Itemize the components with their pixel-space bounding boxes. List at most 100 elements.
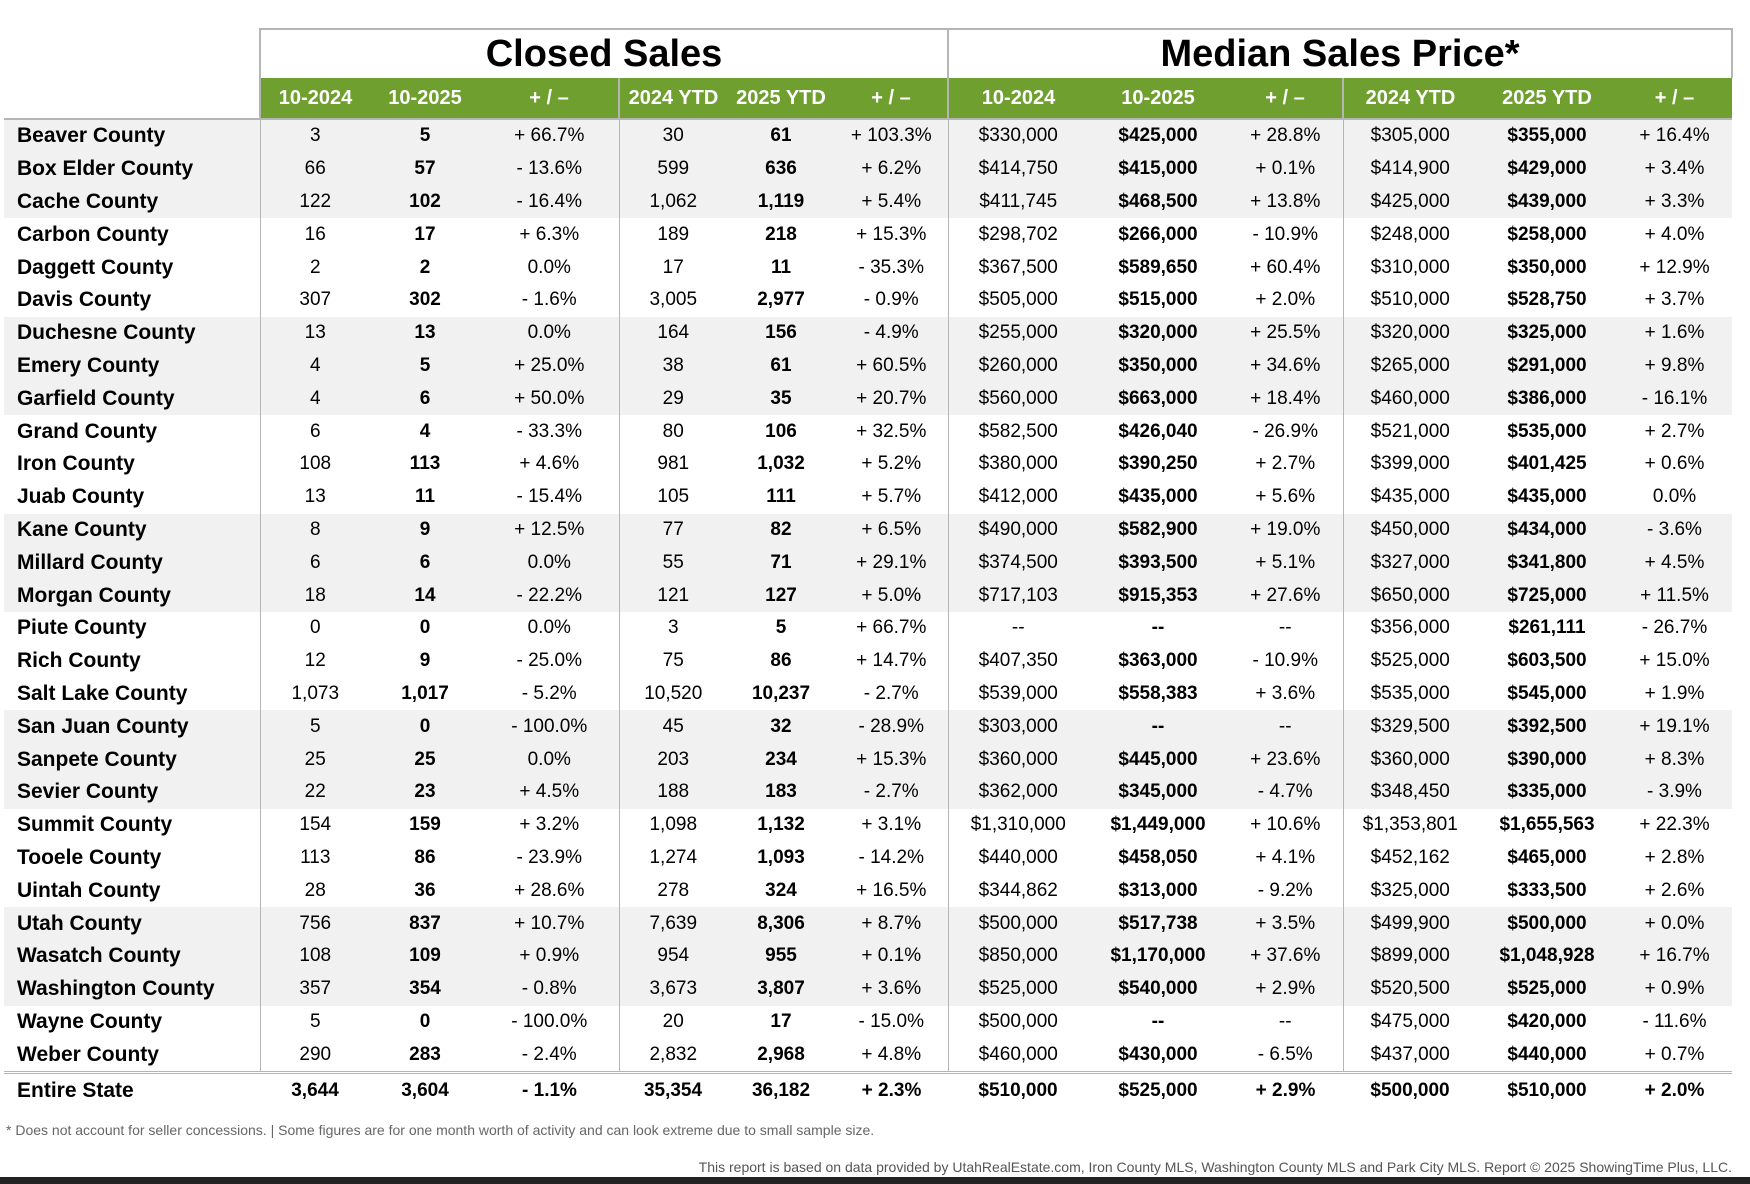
cell: 35: [727, 382, 835, 416]
table-row: Summit County 154 159 + 3.2% 1,098 1,132 + 3.1…: [4, 808, 1732, 842]
table-row: Salt Lake County 1,073 1,017 - 5.2% 10,520 10…: [4, 677, 1732, 711]
table-row: San Juan County 5 0- 100.0% 45 32- 28.9% $303…: [4, 710, 1732, 744]
cell: $545,000: [1507, 682, 1587, 704]
table-row: Rich County 12 9 - 25.0% 75 86 + 14.7% $407,350…: [4, 644, 1732, 678]
cell: + 2.3%: [835, 1071, 948, 1109]
cell: - 2.7%: [863, 682, 919, 704]
table-row: Emery County 4 5 + 25.0% 38 61 + 60.5% $260,000…: [4, 349, 1732, 383]
cell: 13: [370, 316, 480, 350]
cell: $291,000: [1477, 349, 1617, 383]
table-row: Beaver County 3 5 + 66.7% 30 61 + 103.3% $330,0…: [4, 119, 1732, 153]
cell: $1,170,000: [1088, 939, 1228, 973]
cell: $411,745: [947, 185, 1088, 219]
county-name: Piute County: [17, 616, 147, 640]
cell: 5: [259, 710, 370, 744]
cell: + 2.7%: [1644, 420, 1705, 442]
cell: 636: [727, 152, 835, 186]
cell: $435,000: [1118, 486, 1198, 508]
cell: $325,000: [1477, 316, 1617, 350]
cell: $450,000: [1342, 513, 1477, 547]
cell: - 4.7%: [1228, 775, 1343, 809]
cell: 6: [370, 382, 480, 416]
cell: + 8.7%: [835, 907, 948, 940]
cell: - 26.7%: [1641, 617, 1708, 639]
cell: 108: [259, 447, 370, 481]
county-name: Weber County: [17, 1042, 159, 1066]
cell: 86: [770, 650, 792, 672]
table-row: Sanpete County 25 25 0.0% 203 234 + 15.3% $360,…: [4, 743, 1732, 776]
cell: + 11.5%: [1617, 579, 1732, 612]
cell: $392,500: [1477, 710, 1617, 744]
cell: 14: [370, 579, 480, 612]
cell: 55: [618, 546, 727, 580]
cell: $458,050: [1118, 846, 1198, 868]
cell: - 5.2%: [521, 682, 577, 704]
cell: 36,182: [727, 1071, 835, 1109]
cell: $475,000: [1342, 1005, 1477, 1039]
cell: $401,425: [1507, 453, 1587, 475]
cell: + 2.9%: [1228, 1071, 1343, 1109]
cell: $440,000: [947, 841, 1088, 875]
cell: 61: [727, 119, 835, 153]
county-name: Summit County: [17, 813, 173, 837]
cell: + 3.5%: [1228, 907, 1343, 940]
cell: $1,048,928: [1477, 939, 1617, 973]
cell: + 60.4%: [1250, 256, 1321, 278]
cell: 3: [259, 119, 370, 153]
cell: $390,000: [1477, 743, 1617, 776]
cell: $915,353: [1088, 579, 1228, 612]
column-header: + / –: [1617, 78, 1732, 120]
cell: + 14.7%: [856, 650, 927, 672]
cell: $430,000: [1118, 1043, 1198, 1065]
cell: 108: [259, 939, 370, 973]
table-row: Box Elder County 66 57- 13.6% 599 636 + 6.2% $…: [4, 152, 1732, 186]
cell: - 2.7%: [835, 775, 948, 809]
cell: + 13.8%: [1228, 185, 1343, 219]
cell: 283: [409, 1043, 441, 1065]
cell: + 60.5%: [835, 349, 948, 383]
cell: 218: [765, 223, 797, 245]
cell: $420,000: [1507, 1010, 1587, 1032]
column-header: + / –: [480, 78, 619, 120]
county-sales-table: Closed Sales Median Sales Price* 10-2024…: [4, 28, 1733, 1109]
cell: 23: [370, 775, 480, 809]
cell: --: [1278, 617, 1292, 639]
cell: $335,000: [1477, 775, 1617, 809]
cell: 25: [370, 743, 480, 776]
county-name: Wasatch County: [4, 939, 260, 973]
cell: + 3.6%: [1255, 682, 1316, 704]
cell: $320,000: [1342, 316, 1477, 350]
cell: $393,500: [1088, 546, 1228, 580]
cell: $582,900: [1088, 513, 1228, 547]
cell: + 15.0%: [1639, 650, 1710, 672]
cell: $333,500: [1507, 879, 1587, 901]
cell: + 0.9%: [1617, 972, 1732, 1006]
county-name: San Juan County: [4, 710, 260, 744]
cell: 5: [259, 1005, 370, 1039]
cell: 4: [259, 349, 370, 383]
county-name: Cache County: [4, 185, 260, 219]
cell: $440,000: [1507, 1043, 1587, 1065]
cell: + 5.7%: [861, 486, 922, 508]
cell: 183: [727, 775, 835, 809]
cell: + 28.8%: [1228, 119, 1343, 153]
cell: 2,968: [757, 1043, 805, 1065]
cell: + 15.3%: [835, 743, 948, 776]
cell: $367,500: [947, 251, 1088, 284]
column-header: 2024 YTD: [1342, 78, 1477, 120]
cell: $344,862: [947, 874, 1088, 908]
source-note: This report is based on data provided by…: [698, 1159, 1732, 1175]
corner-blank: [4, 78, 260, 120]
county-name: Kane County: [4, 513, 260, 547]
table-row: Tooele County 113 86 - 23.9% 1,274 1,093 - 14.…: [4, 841, 1732, 875]
cell: $348,450: [1342, 775, 1477, 809]
table-row: Garfield County 4 6 + 50.0% 29 35 + 20.7% $560,…: [4, 382, 1732, 416]
cell: 22: [259, 775, 370, 809]
cell: - 22.2%: [480, 579, 619, 612]
cell: + 19.1%: [1617, 710, 1732, 744]
column-header: + / –: [835, 78, 948, 120]
cell: $439,000: [1477, 185, 1617, 219]
column-header: 10-2024: [947, 78, 1088, 120]
cell: 0.0%: [1652, 486, 1697, 508]
cell: $434,000: [1477, 513, 1617, 547]
